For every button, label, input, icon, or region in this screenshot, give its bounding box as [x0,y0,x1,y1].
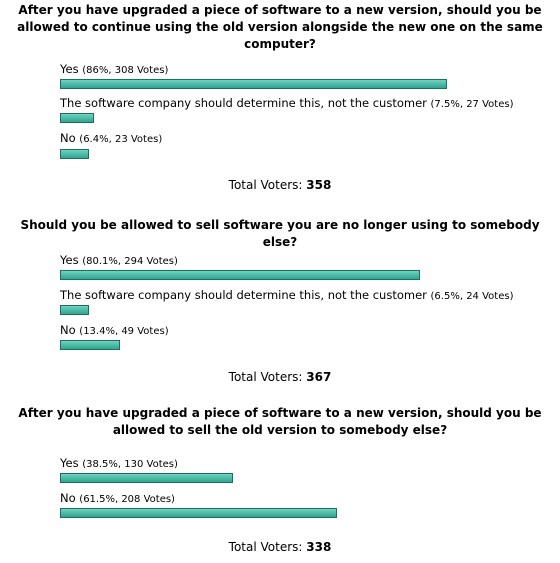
option-text: No [60,491,76,505]
option-text: Yes [60,253,79,267]
option-stats: (7.5%, 27 Votes) [430,99,514,110]
option-text: The software company should determine th… [60,288,427,302]
total-label: Total Voters: [228,178,303,192]
total-voters: Total Voters: 367 [0,370,560,384]
poll-option-label: No (61.5%, 208 Votes) [60,491,175,507]
poll-question: After you have upgraded a piece of softw… [17,3,543,51]
total-label: Total Voters: [228,540,303,554]
option-text: The software company should determine th… [60,96,427,110]
option-stats: (61.5%, 208 Votes) [79,494,175,505]
result-bar [60,113,94,123]
poll-question: After you have upgraded a piece of softw… [18,406,542,437]
option-text: No [60,323,76,337]
option-stats: (6.5%, 24 Votes) [430,291,514,302]
poll-1: After you have upgraded a piece of softw… [0,2,560,53]
option-text: No [60,131,76,145]
result-bar [60,305,89,315]
poll-option-label: No (13.4%, 49 Votes) [60,323,169,339]
poll-option-label: Yes (38.5%, 130 Votes) [60,456,178,472]
poll-option-label: Yes (86%, 308 Votes) [60,62,168,78]
poll-option-label: Yes (80.1%, 294 Votes) [60,253,178,269]
total-voters: Total Voters: 358 [0,178,560,192]
option-stats: (6.4%, 23 Votes) [79,134,163,145]
result-bar [60,340,120,350]
option-stats: (86%, 308 Votes) [82,65,169,76]
result-bar [60,79,447,89]
option-text: Yes [60,456,79,470]
total-label: Total Voters: [228,370,303,384]
poll-option-label: The software company should determine th… [60,96,513,112]
total-value: 338 [306,540,332,554]
option-stats: (38.5%, 130 Votes) [82,459,178,470]
result-bar [60,149,89,159]
result-bar [60,270,420,280]
poll-option-label: The software company should determine th… [60,288,513,304]
poll-question: Should you be allowed to sell software y… [20,218,540,249]
option-stats: (13.4%, 49 Votes) [79,326,169,337]
poll-2: Should you be allowed to sell software y… [0,217,560,251]
poll-3: After you have upgraded a piece of softw… [0,405,560,439]
option-text: Yes [60,62,79,76]
result-bar [60,508,337,518]
option-stats: (80.1%, 294 Votes) [82,256,178,267]
result-bar [60,473,233,483]
total-value: 367 [306,370,332,384]
total-value: 358 [306,178,332,192]
poll-option-label: No (6.4%, 23 Votes) [60,131,162,147]
total-voters: Total Voters: 338 [0,540,560,554]
